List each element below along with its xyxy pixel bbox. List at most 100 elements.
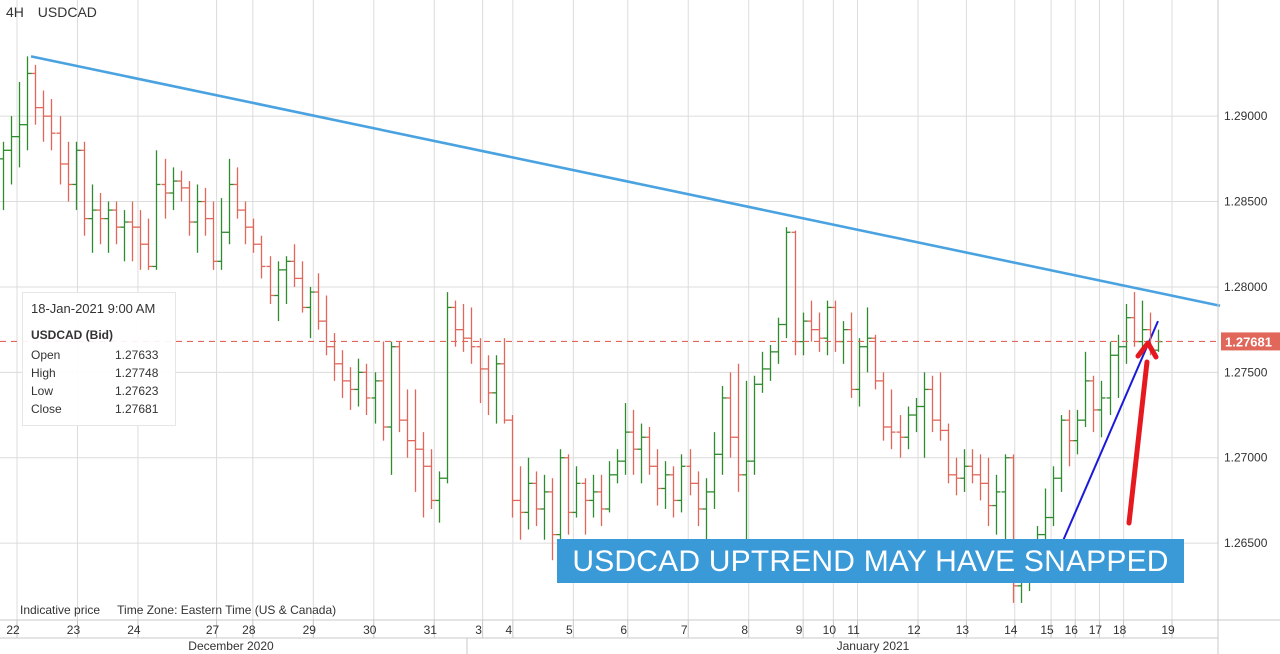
ohlc-bar bbox=[968, 449, 977, 484]
ohlc-bar bbox=[1081, 351, 1090, 427]
x-tick-label: 11 bbox=[847, 623, 860, 637]
info-row-close: Close 1.27681 bbox=[31, 402, 167, 418]
headline-banner: USDCAD UPTREND MAY HAVE SNAPPED bbox=[557, 539, 1184, 583]
arrow-head bbox=[1135, 340, 1159, 360]
chart-grid bbox=[0, 0, 1218, 620]
info-row-low: Low 1.27623 bbox=[31, 384, 167, 400]
y-tick-label: 1.28500 bbox=[1224, 195, 1268, 209]
x-tick-label: 18 bbox=[1113, 623, 1127, 637]
x-tick-label: 19 bbox=[1161, 623, 1175, 637]
x-tick-label: 6 bbox=[620, 623, 627, 637]
ohlc-bar bbox=[589, 474, 598, 518]
ohlc-bar bbox=[314, 273, 323, 330]
annotations: 1.27681 bbox=[0, 332, 1280, 526]
ohlc-bar bbox=[710, 432, 719, 509]
info-value: 1.27623 bbox=[115, 384, 159, 398]
ohlc-bar bbox=[532, 471, 541, 527]
ohlc-bar bbox=[225, 158, 234, 245]
ohlc-bar bbox=[282, 256, 291, 305]
ohlc-bar bbox=[896, 415, 905, 458]
info-title: USDCAD (Bid) bbox=[31, 328, 113, 342]
ohlc-bar bbox=[766, 345, 775, 381]
y-tick-label: 1.26500 bbox=[1224, 536, 1268, 550]
ohlc-bar bbox=[443, 292, 452, 484]
ohlc-bar bbox=[322, 295, 331, 356]
ohlc-bar bbox=[56, 116, 65, 185]
ohlc-bar bbox=[669, 466, 678, 518]
x-tick-label: 3 bbox=[475, 623, 482, 637]
ohlc-bar bbox=[597, 474, 606, 527]
ohlc-bar bbox=[613, 449, 622, 484]
ohlc-bar bbox=[823, 300, 832, 356]
x-tick-label: 14 bbox=[1004, 623, 1018, 637]
info-label: High bbox=[31, 366, 56, 380]
indicative-price-label: Indicative price bbox=[20, 603, 101, 617]
ohlc-bar bbox=[492, 355, 501, 424]
x-tick-label: 29 bbox=[303, 623, 317, 637]
ohlc-bar bbox=[161, 158, 170, 219]
ohlc-bar bbox=[395, 341, 404, 433]
ohlc-bar bbox=[508, 415, 517, 518]
ohlc-bar bbox=[23, 56, 32, 151]
ohlc-bar bbox=[726, 372, 735, 458]
ohlc-bar bbox=[476, 338, 485, 404]
ohlc-bar bbox=[403, 389, 412, 458]
plot-area bbox=[0, 0, 1218, 620]
timeframe-label: 4H bbox=[6, 4, 24, 20]
ohlc-bar bbox=[871, 334, 880, 390]
ohlc-bar bbox=[807, 300, 816, 342]
symbol-label: USDCAD bbox=[37, 4, 97, 20]
ohlc-bar bbox=[718, 386, 727, 475]
ohlc-bar bbox=[661, 461, 670, 509]
ohlc-bar bbox=[863, 307, 872, 373]
ohlc-bar bbox=[346, 367, 355, 410]
ohlc-bar bbox=[484, 355, 493, 416]
info-label: Close bbox=[31, 402, 62, 416]
ohlc-bar bbox=[371, 372, 380, 424]
ohlc-bar bbox=[387, 341, 396, 475]
ohlc-bar bbox=[637, 423, 646, 484]
ohlc-bar bbox=[39, 90, 48, 142]
ohlc-bar bbox=[1114, 334, 1123, 398]
ohlc-info-panel: 18-Jan-2021 9:00 AM USDCAD (Bid) Open 1.… bbox=[22, 292, 176, 426]
ohlc-bar bbox=[960, 449, 969, 492]
x-tick-label: 10 bbox=[823, 623, 837, 637]
x-tick-label: 7 bbox=[681, 623, 688, 637]
x-tick-label: 24 bbox=[127, 623, 141, 637]
ohlc-bar bbox=[152, 150, 161, 270]
ohlc-bar bbox=[31, 64, 40, 125]
ohlc-bar bbox=[136, 210, 145, 270]
footer-note: Indicative price Time Zone: Eastern Time… bbox=[20, 603, 350, 617]
ohlc-bar bbox=[1073, 409, 1082, 455]
ohlc-bars bbox=[0, 56, 1163, 603]
current-price-label: 1.27681 bbox=[1225, 334, 1272, 349]
ohlc-bar bbox=[338, 350, 347, 398]
ohlc-bar bbox=[686, 449, 695, 496]
ohlc-bar bbox=[64, 141, 73, 202]
info-label: Open bbox=[31, 348, 61, 362]
ohlc-bar bbox=[451, 300, 460, 347]
ohlc-bar bbox=[702, 478, 711, 544]
x-tick-label: 28 bbox=[242, 623, 256, 637]
ohlc-bar bbox=[169, 167, 178, 211]
ohlc-bar bbox=[581, 478, 590, 535]
ohlc-bar bbox=[992, 474, 1001, 535]
ohlc-bar bbox=[782, 227, 791, 339]
ohlc-bar bbox=[928, 375, 937, 433]
ohlc-bar bbox=[1097, 380, 1106, 438]
ohlc-bar bbox=[379, 341, 388, 441]
ohlc-bar bbox=[217, 198, 226, 270]
ohlc-bar bbox=[904, 406, 913, 450]
ohlc-bar bbox=[193, 184, 202, 253]
ohlc-bar bbox=[1057, 415, 1066, 492]
ohlc-bar bbox=[799, 312, 808, 356]
y-tick-label: 1.27500 bbox=[1224, 365, 1268, 379]
ohlc-bar bbox=[572, 466, 581, 518]
ohlc-bar bbox=[241, 201, 250, 245]
x-tick-label: 4 bbox=[506, 623, 513, 637]
info-value: 1.27748 bbox=[115, 366, 159, 380]
ohlc-bar bbox=[467, 307, 476, 364]
ohlc-bar bbox=[548, 478, 557, 561]
ohlc-bar bbox=[976, 454, 985, 501]
chart-header: 4H USDCAD bbox=[6, 4, 107, 20]
